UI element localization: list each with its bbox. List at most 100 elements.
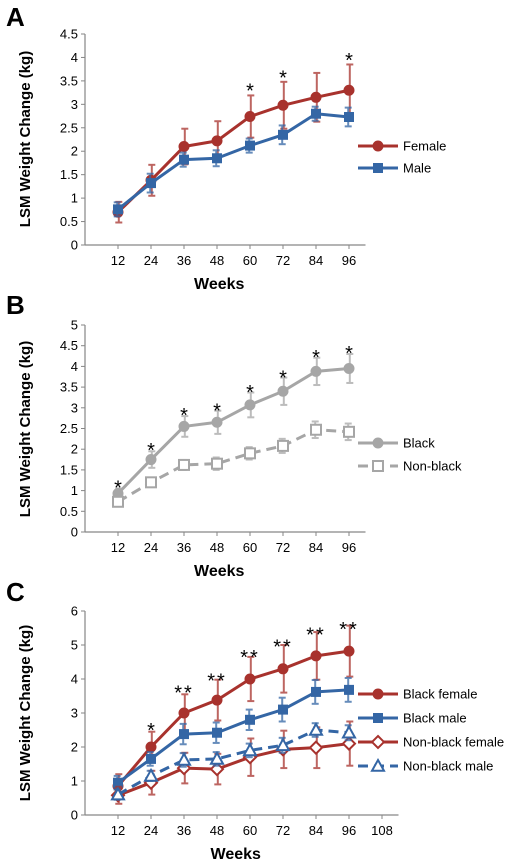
- data-point: [245, 714, 255, 725]
- x-tick-label: 72: [276, 540, 290, 555]
- data-point: [113, 777, 123, 788]
- legend-swatch-marker: [372, 460, 384, 472]
- legend-item: Non-black: [358, 459, 462, 474]
- series-black-female: [112, 624, 355, 799]
- legend-label: Black male: [403, 711, 467, 726]
- y-tick-label: 6: [71, 604, 78, 619]
- y-axis-title: LSM Weight Change (kg): [17, 625, 34, 801]
- data-point: [244, 673, 256, 685]
- series-line: [116, 366, 350, 495]
- data-point: [311, 108, 321, 119]
- data-point: [211, 416, 223, 428]
- data-point: [178, 707, 190, 719]
- legend: Black Non-black: [358, 436, 462, 474]
- significance-marker: *: [147, 720, 155, 742]
- series-black: [112, 352, 355, 500]
- data-point: [242, 742, 258, 757]
- significance-marker: **: [339, 619, 359, 641]
- data-point: [112, 495, 124, 508]
- data-point: [209, 750, 225, 765]
- significance-marker: *: [114, 477, 122, 499]
- y-tick-label: 3.5: [60, 380, 78, 395]
- legend-item: Male: [358, 161, 431, 176]
- significance-marker: **: [207, 671, 227, 693]
- x-tick-label: 12: [111, 540, 125, 555]
- series-female: [112, 63, 355, 224]
- data-point: [343, 425, 355, 438]
- data-point: [343, 84, 355, 96]
- y-tick-label: 5: [71, 638, 78, 653]
- significance-marker: **: [240, 647, 260, 669]
- data-point: [178, 420, 190, 432]
- panel-c-label: C: [6, 577, 25, 607]
- data-point: [244, 399, 256, 411]
- y-tick-label: 1.5: [60, 462, 78, 477]
- data-point: [344, 684, 354, 695]
- y-tick-label: 5: [71, 318, 78, 333]
- legend-swatch-marker: [373, 163, 383, 173]
- x-tick-label: 84: [309, 253, 323, 268]
- data-point: [113, 204, 123, 215]
- legend-item: Non-black female: [358, 735, 504, 750]
- data-point: [311, 686, 321, 697]
- x-axis-title: Weeks: [194, 563, 245, 580]
- y-tick-label: 2: [71, 740, 78, 755]
- legend-label: Black: [403, 436, 435, 451]
- x-tick-label: 72: [276, 253, 290, 268]
- data-point: [244, 111, 256, 123]
- data-point: [212, 153, 222, 164]
- y-tick-label: 1.5: [60, 167, 78, 182]
- x-tick-label: 60: [243, 823, 257, 838]
- data-point: [146, 753, 156, 764]
- x-tick-label: 96: [342, 540, 356, 555]
- legend-swatch-marker: [372, 688, 384, 700]
- legend-swatch-marker: [372, 140, 384, 152]
- y-axis-title: LSM Weight Change (kg): [17, 51, 34, 227]
- data-point: [310, 365, 322, 377]
- data-point: [310, 91, 322, 103]
- data-point: [110, 786, 126, 801]
- y-tick-label: 0.5: [60, 214, 78, 229]
- legend-item: Non-black male: [358, 757, 493, 774]
- series-line: [117, 112, 350, 211]
- series-black-male: [113, 676, 354, 791]
- y-tick-label: 3: [71, 97, 78, 112]
- legend-item: Black male: [358, 711, 467, 726]
- y-tick-label: 1: [71, 483, 78, 498]
- x-tick-label: 36: [177, 540, 191, 555]
- significance-marker: *: [246, 382, 254, 404]
- data-point: [310, 650, 322, 662]
- significance-marker: *: [345, 343, 353, 365]
- series-non-black: [112, 420, 355, 508]
- y-tick-label: 2.5: [60, 120, 78, 135]
- legend-swatch-marker: [373, 713, 383, 723]
- data-point: [244, 447, 256, 460]
- data-point: [277, 385, 289, 397]
- data-point: [344, 111, 354, 122]
- significance-marker: *: [213, 401, 221, 423]
- legend: Female Male: [358, 139, 446, 176]
- series-line: [117, 688, 350, 784]
- y-tick-label: 0: [71, 238, 78, 253]
- series-male: [113, 105, 354, 218]
- series-line: [116, 649, 350, 788]
- x-tick-label: 72: [276, 823, 290, 838]
- data-point: [278, 704, 288, 715]
- panel-b: B 0 0.5 1 1.5 2 2.5 3 3.5 4 4.5 5 12 24 36 48 60 72 84 96 L…: [6, 290, 462, 580]
- significance-marker: *: [147, 440, 155, 462]
- x-tick-label: 84: [309, 540, 323, 555]
- y-tick-label: 3: [71, 400, 78, 415]
- y-axis-title: LSM Weight Change (kg): [17, 341, 34, 517]
- significance-marker: *: [279, 67, 287, 89]
- legend-label: Black female: [403, 687, 477, 702]
- x-axis-title: Weeks: [211, 846, 262, 863]
- data-point: [343, 362, 355, 374]
- legend-swatch-marker: [370, 757, 386, 772]
- data-point: [245, 140, 255, 151]
- data-point: [145, 741, 157, 753]
- panel-a: A 0 0.5 1 1.5 2 2.5 3 3.5 4 4.5 12 24 36 48 60 72 84 96 LS…: [6, 2, 446, 293]
- data-point: [308, 721, 324, 736]
- x-tick-label: 48: [210, 823, 224, 838]
- y-tick-label: 1: [71, 774, 78, 789]
- x-tick-label: 96: [342, 823, 356, 838]
